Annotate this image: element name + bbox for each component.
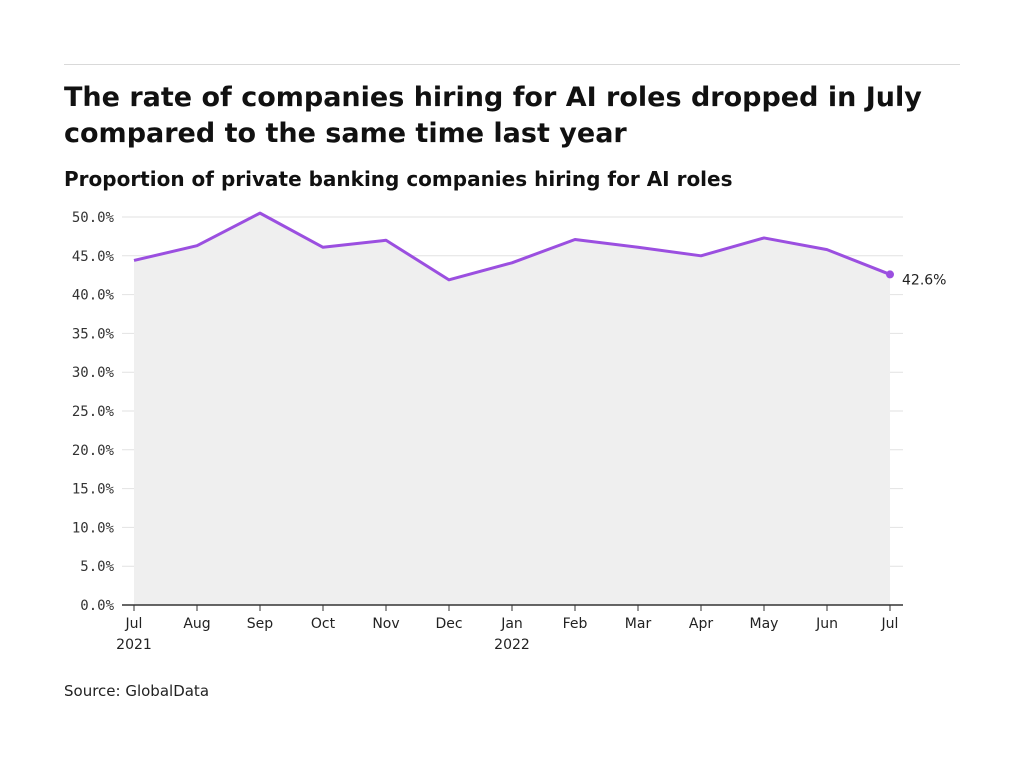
top-rule (64, 64, 960, 65)
area-fill (134, 213, 890, 605)
chart-title: The rate of companies hiring for AI role… (64, 82, 922, 149)
x-tick-label: Apr (689, 616, 713, 632)
x-axis-ticks: Jul 2021 Aug Sep Oct Nov Dec Jan 2022 Feb Mar Apr Ma… (116, 605, 898, 653)
y-tick-label: 30.0% (72, 365, 115, 381)
y-tick-label: 35.0% (72, 326, 115, 342)
x-tick-label: Feb (563, 616, 588, 632)
last-data-point (886, 270, 894, 279)
y-tick-label: 40.0% (72, 288, 115, 304)
series-line (133, 211, 891, 282)
x-tick-label: Jun (815, 616, 838, 632)
x-tick-label: Oct (311, 616, 336, 632)
x-tick-year-label: 2021 (116, 637, 152, 653)
x-tick-year-label: 2022 (494, 637, 530, 653)
x-tick-label: Aug (183, 616, 210, 632)
y-tick-label: 10.0% (72, 520, 115, 536)
y-tick-label: 0.0% (80, 598, 114, 614)
y-tick-label: 20.0% (72, 443, 115, 459)
x-tick-label: Jan (500, 616, 523, 632)
source-note: Source: GlobalData (64, 682, 210, 700)
y-tick-label: 5.0% (80, 559, 114, 575)
chart-subtitle: Proportion of private banking companies … (64, 167, 733, 191)
x-tick-label: Jul (881, 616, 899, 632)
x-tick-label: Dec (435, 616, 462, 632)
last-value-label: 42.6% (902, 272, 946, 288)
x-tick-label: Sep (247, 616, 274, 632)
x-tick-label: Mar (625, 616, 652, 632)
y-tick-label: 50.0% (72, 210, 115, 226)
y-tick-label: 25.0% (72, 404, 115, 420)
x-tick-label: May (750, 616, 779, 632)
x-tick-label: Jul (125, 616, 143, 632)
y-tick-label: 15.0% (72, 482, 115, 498)
y-tick-label: 45.0% (72, 249, 115, 265)
y-axis-ticks: 0.0% 5.0% 10.0% 15.0% 20.0% 25.0% 30.0% 35.0% 40… (72, 210, 115, 614)
x-tick-label: Nov (372, 616, 399, 632)
